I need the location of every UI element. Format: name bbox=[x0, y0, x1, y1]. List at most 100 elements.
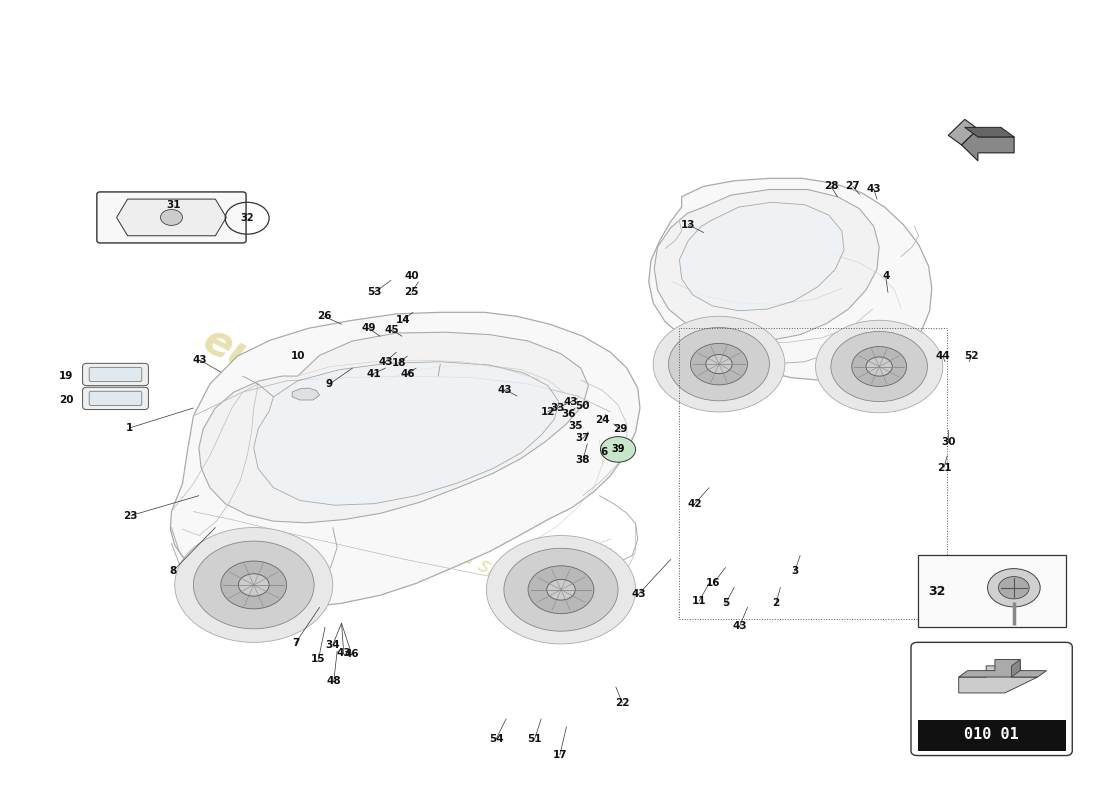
Text: 44: 44 bbox=[935, 351, 950, 361]
Text: 43: 43 bbox=[378, 357, 393, 366]
Text: 30: 30 bbox=[940, 438, 956, 447]
Text: 46: 46 bbox=[400, 369, 415, 378]
Text: 23: 23 bbox=[123, 510, 139, 521]
Text: 18: 18 bbox=[392, 358, 406, 367]
Text: 1: 1 bbox=[126, 423, 133, 433]
Polygon shape bbox=[959, 659, 1046, 677]
Text: 6: 6 bbox=[601, 447, 607, 457]
Circle shape bbox=[653, 316, 784, 412]
Polygon shape bbox=[1011, 659, 1020, 677]
Text: eurocarbparts: eurocarbparts bbox=[196, 319, 509, 513]
Text: 41: 41 bbox=[366, 369, 381, 378]
Text: 10: 10 bbox=[290, 351, 305, 361]
Text: 45: 45 bbox=[385, 325, 399, 335]
Text: 43: 43 bbox=[497, 385, 513, 394]
Text: 13: 13 bbox=[681, 220, 695, 230]
Text: 38: 38 bbox=[575, 454, 591, 465]
Bar bbox=[917, 720, 1066, 750]
Text: 32: 32 bbox=[928, 585, 946, 598]
Text: 52: 52 bbox=[964, 351, 979, 361]
Text: 37: 37 bbox=[575, 434, 591, 443]
Circle shape bbox=[669, 327, 769, 401]
Circle shape bbox=[830, 331, 927, 402]
Text: 43: 43 bbox=[563, 397, 579, 406]
Text: 17: 17 bbox=[552, 750, 568, 760]
Text: 32: 32 bbox=[241, 214, 254, 223]
Text: 15: 15 bbox=[311, 654, 326, 664]
Circle shape bbox=[194, 541, 315, 629]
Circle shape bbox=[815, 320, 943, 413]
Circle shape bbox=[999, 577, 1030, 599]
Circle shape bbox=[175, 527, 332, 642]
Text: 9: 9 bbox=[326, 379, 333, 389]
Text: 51: 51 bbox=[527, 734, 542, 744]
Text: 40: 40 bbox=[405, 271, 419, 282]
Circle shape bbox=[547, 579, 575, 600]
Text: 4: 4 bbox=[882, 271, 890, 282]
Text: 2: 2 bbox=[772, 598, 780, 608]
Text: 010 01: 010 01 bbox=[965, 727, 1019, 742]
Polygon shape bbox=[254, 362, 559, 506]
Text: 12: 12 bbox=[540, 407, 556, 417]
Text: 31: 31 bbox=[166, 200, 180, 210]
FancyBboxPatch shape bbox=[89, 367, 142, 382]
Text: 11: 11 bbox=[692, 596, 706, 606]
Circle shape bbox=[706, 354, 733, 374]
Circle shape bbox=[851, 346, 906, 386]
Text: 49: 49 bbox=[362, 323, 376, 334]
Text: 25: 25 bbox=[405, 287, 419, 298]
Polygon shape bbox=[654, 190, 879, 340]
Text: 39: 39 bbox=[612, 445, 625, 454]
Polygon shape bbox=[680, 202, 844, 310]
Text: 21: 21 bbox=[937, 462, 952, 473]
Text: 5: 5 bbox=[722, 598, 729, 608]
Circle shape bbox=[866, 357, 892, 376]
Text: 26: 26 bbox=[317, 311, 331, 322]
Polygon shape bbox=[293, 388, 320, 400]
Text: 27: 27 bbox=[846, 182, 860, 191]
Text: 33: 33 bbox=[550, 403, 565, 413]
Polygon shape bbox=[965, 127, 1014, 137]
FancyBboxPatch shape bbox=[97, 192, 246, 243]
Text: 14: 14 bbox=[396, 315, 410, 326]
Circle shape bbox=[528, 566, 594, 614]
Text: 20: 20 bbox=[59, 395, 74, 405]
FancyBboxPatch shape bbox=[89, 391, 142, 406]
Text: 29: 29 bbox=[613, 425, 627, 434]
Circle shape bbox=[161, 210, 183, 226]
Text: 36: 36 bbox=[561, 409, 576, 418]
Polygon shape bbox=[649, 178, 932, 380]
Circle shape bbox=[691, 343, 748, 385]
FancyBboxPatch shape bbox=[911, 642, 1072, 755]
Polygon shape bbox=[959, 666, 1037, 693]
Text: 43: 43 bbox=[192, 355, 207, 365]
Text: 53: 53 bbox=[367, 287, 382, 298]
Text: 19: 19 bbox=[59, 371, 74, 381]
Text: 43: 43 bbox=[733, 621, 747, 630]
Circle shape bbox=[504, 548, 618, 631]
Text: 48: 48 bbox=[327, 676, 341, 686]
Circle shape bbox=[486, 535, 636, 644]
Text: 43: 43 bbox=[867, 184, 881, 194]
Text: 43: 43 bbox=[337, 648, 351, 658]
Polygon shape bbox=[199, 332, 588, 522]
Bar bbox=[680, 328, 947, 619]
Text: 7: 7 bbox=[292, 638, 299, 648]
Text: 54: 54 bbox=[488, 734, 504, 744]
Circle shape bbox=[221, 561, 287, 609]
Text: 35: 35 bbox=[568, 422, 583, 431]
Polygon shape bbox=[961, 129, 1014, 161]
Circle shape bbox=[988, 569, 1041, 607]
FancyBboxPatch shape bbox=[82, 387, 148, 410]
Polygon shape bbox=[117, 199, 227, 236]
Circle shape bbox=[239, 574, 270, 596]
FancyBboxPatch shape bbox=[82, 363, 148, 386]
Polygon shape bbox=[948, 119, 978, 145]
Text: 28: 28 bbox=[824, 182, 838, 191]
Circle shape bbox=[601, 437, 636, 462]
Text: 34: 34 bbox=[326, 640, 340, 650]
Text: 42: 42 bbox=[688, 498, 702, 509]
Text: 43: 43 bbox=[631, 589, 646, 598]
Text: 3: 3 bbox=[791, 566, 799, 577]
Text: 24: 24 bbox=[595, 415, 610, 425]
